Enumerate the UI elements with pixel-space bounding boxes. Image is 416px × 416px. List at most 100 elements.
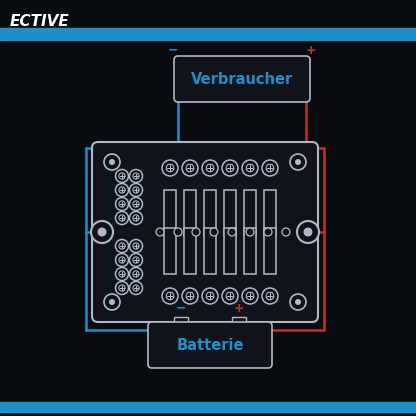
Circle shape (119, 187, 125, 193)
Circle shape (133, 243, 139, 249)
Circle shape (246, 164, 254, 172)
Circle shape (129, 267, 143, 280)
Circle shape (119, 215, 125, 221)
Circle shape (295, 159, 301, 165)
Circle shape (246, 228, 254, 236)
Circle shape (228, 228, 236, 236)
Circle shape (206, 164, 214, 172)
Circle shape (129, 183, 143, 196)
Circle shape (116, 211, 129, 225)
Circle shape (133, 201, 139, 207)
Circle shape (116, 169, 129, 183)
Circle shape (162, 288, 178, 304)
Circle shape (262, 288, 278, 304)
Circle shape (297, 221, 319, 243)
Circle shape (133, 187, 139, 193)
Circle shape (104, 154, 120, 170)
Circle shape (290, 154, 306, 170)
Bar (0, 402, 416, 412)
Circle shape (133, 257, 139, 263)
Circle shape (226, 292, 234, 300)
Circle shape (119, 173, 125, 179)
Circle shape (222, 160, 238, 176)
Circle shape (133, 271, 139, 277)
FancyBboxPatch shape (92, 142, 318, 322)
Bar (174, 317, 188, 326)
Circle shape (210, 228, 218, 236)
Bar (244, 228, 256, 274)
FancyBboxPatch shape (148, 322, 272, 368)
Circle shape (266, 292, 274, 300)
Text: Verbraucher: Verbraucher (191, 72, 293, 87)
Circle shape (91, 221, 113, 243)
Bar (164, 228, 176, 274)
Circle shape (129, 211, 143, 225)
Bar (164, 190, 176, 236)
Circle shape (129, 282, 143, 295)
Bar (204, 190, 216, 236)
Circle shape (119, 271, 125, 277)
Bar (232, 317, 246, 326)
Circle shape (116, 240, 129, 253)
Circle shape (242, 160, 258, 176)
Circle shape (166, 292, 174, 300)
Circle shape (116, 183, 129, 196)
Text: −: − (168, 44, 178, 57)
Bar (0, 28, 416, 40)
FancyBboxPatch shape (174, 56, 310, 102)
Circle shape (133, 215, 139, 221)
Circle shape (266, 164, 274, 172)
Bar (0, 0, 416, 28)
Circle shape (202, 160, 218, 176)
Circle shape (116, 198, 129, 210)
Circle shape (104, 294, 120, 310)
Bar (224, 190, 236, 236)
Circle shape (264, 228, 272, 236)
Circle shape (174, 228, 182, 236)
Circle shape (119, 257, 125, 263)
Bar (184, 190, 196, 236)
Circle shape (282, 228, 290, 236)
Circle shape (186, 292, 194, 300)
Circle shape (262, 160, 278, 176)
Circle shape (129, 198, 143, 210)
Circle shape (295, 299, 301, 305)
Bar (184, 228, 196, 274)
Circle shape (119, 285, 125, 291)
Circle shape (133, 173, 139, 179)
Circle shape (116, 267, 129, 280)
Bar (264, 190, 276, 236)
Circle shape (133, 285, 139, 291)
Circle shape (129, 240, 143, 253)
Circle shape (206, 292, 214, 300)
Bar (204, 228, 216, 274)
Circle shape (162, 160, 178, 176)
Circle shape (119, 201, 125, 207)
Circle shape (182, 288, 198, 304)
Text: +: + (306, 44, 316, 57)
Text: ECTIVE: ECTIVE (10, 15, 70, 30)
Circle shape (116, 253, 129, 267)
Circle shape (186, 164, 194, 172)
Text: −: − (176, 302, 186, 315)
Circle shape (222, 288, 238, 304)
Bar (244, 190, 256, 236)
Circle shape (182, 160, 198, 176)
Circle shape (97, 228, 106, 237)
Circle shape (119, 243, 125, 249)
Circle shape (202, 288, 218, 304)
Circle shape (109, 159, 115, 165)
Circle shape (246, 292, 254, 300)
Text: Batterie: Batterie (176, 337, 244, 352)
Circle shape (242, 288, 258, 304)
Circle shape (129, 169, 143, 183)
Circle shape (226, 164, 234, 172)
Bar (224, 228, 236, 274)
Circle shape (116, 282, 129, 295)
Circle shape (290, 294, 306, 310)
Circle shape (192, 228, 200, 236)
Circle shape (109, 299, 115, 305)
Bar (264, 228, 276, 274)
Circle shape (166, 164, 174, 172)
Circle shape (304, 228, 312, 237)
